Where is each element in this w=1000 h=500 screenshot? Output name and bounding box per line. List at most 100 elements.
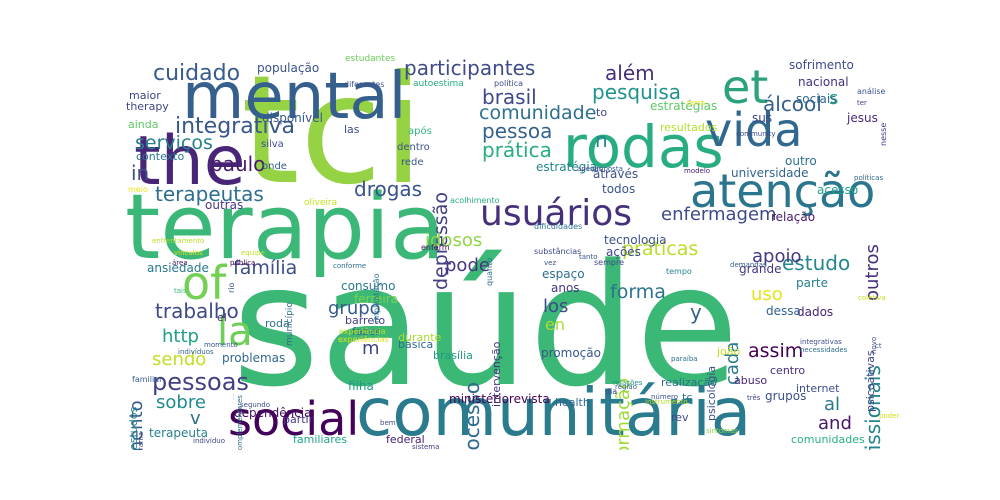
cloud-word: poder	[879, 412, 900, 420]
cloud-word: estratégia	[536, 160, 598, 174]
cloud-word: nesse	[879, 122, 888, 146]
cloud-word: três	[747, 394, 761, 402]
cloud-word: fazer	[352, 325, 380, 338]
cloud-word: outros	[862, 244, 883, 301]
cloud-word: v	[190, 408, 201, 429]
cloud-word: implantação	[372, 273, 381, 323]
cloud-word: política	[494, 79, 524, 88]
cloud-word: ministériorevista	[449, 392, 550, 406]
cloud-word: las	[344, 123, 360, 136]
cloud-word: segundo	[240, 401, 270, 409]
cloud-word: sofrimento	[789, 58, 854, 72]
cloud-word: pessoas	[152, 368, 249, 396]
cloud-word: consumo	[341, 279, 396, 293]
cloud-word: sempre	[594, 258, 624, 267]
cloud-word: acesso	[817, 183, 859, 197]
cloud-word: saúde	[232, 228, 739, 424]
cloud-word: experiência	[339, 327, 386, 336]
cloud-word: federal	[386, 433, 425, 446]
cloud-word: integrativas	[800, 338, 842, 346]
cloud-word: assim	[748, 340, 804, 362]
cloud-word: enfermagem	[661, 204, 777, 225]
cloud-word: número	[651, 393, 679, 401]
cloud-word: psicologia	[705, 365, 718, 421]
cloud-word: enferm	[421, 243, 450, 252]
cloud-word: trabalho	[155, 299, 239, 323]
cloud-word: m	[362, 338, 380, 359]
cloud-word: uso	[751, 284, 783, 305]
cloud-word: vez	[544, 259, 557, 267]
cloud-word: ferreira	[354, 292, 399, 306]
cloud-word: vida	[705, 103, 803, 157]
cloud-word: todos	[602, 182, 636, 196]
cloud-word: grupos	[765, 389, 807, 403]
cloud-word: outro	[785, 154, 817, 168]
cloud-word: terapia	[125, 175, 446, 280]
cloud-word: bem	[380, 419, 396, 427]
cloud-word: tais	[174, 287, 187, 295]
cloud-word: relações	[613, 379, 643, 387]
cloud-word: sociais	[796, 92, 837, 106]
cloud-word: álcool	[763, 92, 822, 116]
cloud-word: joão	[717, 345, 741, 358]
cloud-word: filha	[348, 379, 374, 393]
cloud-word: apoio	[752, 246, 802, 267]
cloud-word: usuários	[480, 193, 633, 234]
cloud-word: in	[131, 161, 150, 185]
cloud-word: contexto	[136, 150, 185, 163]
cloud-word: dessa	[766, 304, 801, 318]
cloud-word: promoção	[541, 346, 601, 360]
cloud-word: dados	[797, 305, 834, 319]
cloud-word: práticas	[622, 238, 699, 260]
cloud-word: dia	[605, 387, 618, 396]
cloud-word: dependência	[234, 406, 312, 420]
cloud-word: prática	[482, 138, 552, 162]
cloud-word: oliveira	[304, 198, 338, 208]
cloud-word: centro	[770, 364, 806, 377]
cloud-word: sobre	[156, 392, 206, 413]
cloud-word: paraíba	[671, 355, 698, 363]
cloud-word: indivíduo	[193, 437, 226, 445]
cloud-word: ct	[875, 342, 882, 350]
cloud-word: coletiva	[858, 294, 886, 302]
cloud-word: necessidades	[800, 346, 848, 354]
cloud-word: pois	[540, 346, 543, 347]
cloud-word: quanto	[485, 257, 494, 286]
cloud-word: anos	[551, 281, 580, 295]
cloud-word: al	[824, 394, 841, 415]
cloud-word: comunitária	[356, 374, 752, 450]
cloud-word: social	[228, 392, 360, 446]
cloud-word: el	[217, 311, 227, 324]
cloud-word: intervenção	[490, 341, 503, 407]
cloud-word: dificuldades	[534, 222, 583, 231]
cloud-word: pública	[230, 259, 256, 267]
cloud-word: através	[593, 167, 639, 181]
cloud-word: estudo	[782, 251, 851, 275]
cloud-word: estratégias	[650, 99, 718, 113]
cloud-word: demandas	[730, 261, 767, 269]
cloud-word: ansiedade	[147, 261, 209, 275]
cloud-word: atenção	[690, 164, 876, 218]
cloud-word: terapeuta	[149, 426, 209, 440]
cloud-word: forma	[610, 281, 666, 303]
cloud-word: integrativa	[175, 114, 295, 139]
cloud-word: pessoa	[482, 119, 553, 143]
cloud-word: equipe	[241, 249, 265, 257]
cloud-word: familiares	[293, 433, 348, 446]
cloud-word: sendo	[152, 349, 207, 370]
cloud-word: após	[408, 126, 432, 137]
cloud-word: sintomas	[706, 427, 738, 435]
cloud-word: acolhimento	[450, 196, 500, 205]
cloud-word: internet	[796, 382, 840, 395]
cloud-word: of	[182, 256, 227, 310]
cloud-word: tci	[241, 50, 424, 218]
cloud-word: tempo	[666, 267, 692, 276]
cloud-word: participantes	[404, 56, 536, 80]
cloud-word: brasília	[433, 349, 473, 362]
word-cloud: saúde tci terapia comunitária mental the…	[125, 50, 900, 450]
cloud-word: resultados	[660, 121, 718, 134]
cloud-word: los	[543, 296, 569, 317]
cloud-word: autoestima	[413, 79, 464, 89]
cloud-word: sus	[752, 111, 773, 125]
cloud-word: cuidado	[153, 61, 241, 86]
